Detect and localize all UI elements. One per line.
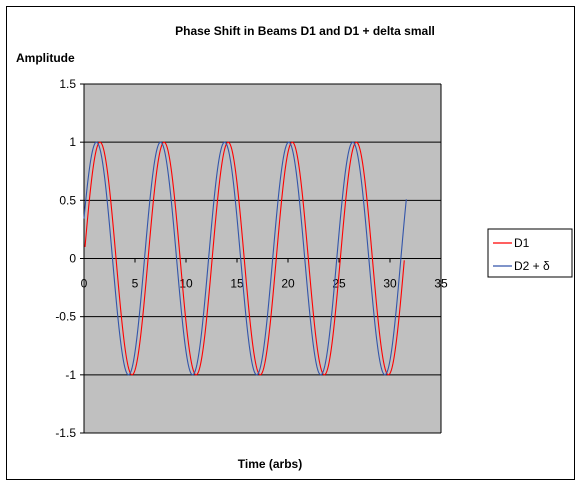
y-tick-label: 1 (69, 135, 76, 149)
x-axis-title: Time (arbs) (238, 457, 302, 471)
x-tick-label: 30 (383, 277, 397, 291)
legend: D1 D2 + δ (487, 228, 573, 278)
legend-label-1: D1 (514, 236, 530, 250)
series-group (83, 141, 407, 376)
chart-title: Phase Shift in Beams D1 and D1 + delta s… (175, 24, 435, 38)
x-tick-label: 0 (81, 277, 88, 291)
y-tick-label: -1.5 (55, 426, 76, 440)
y-axis-title: Amplitude (16, 51, 75, 65)
x-tick-label: 35 (434, 277, 448, 291)
x-tick-label: 25 (332, 277, 346, 291)
axes (80, 83, 442, 434)
x-tick-label: 20 (281, 277, 295, 291)
gridlines (84, 83, 441, 376)
y-tick-label: 0.5 (59, 193, 76, 207)
y-tick-label: -0.5 (55, 310, 76, 324)
series-line-1 (84, 141, 405, 376)
x-tick-label: 15 (230, 277, 244, 291)
y-tick-label: -1 (65, 368, 76, 382)
x-tick-label: 5 (132, 277, 139, 291)
series-line-2 (83, 141, 407, 376)
y-tick-label: 1.5 (59, 77, 76, 91)
y-tick-label: 0 (69, 252, 76, 266)
legend-label-2: D2 + δ (514, 259, 550, 273)
legend-box (487, 228, 573, 278)
